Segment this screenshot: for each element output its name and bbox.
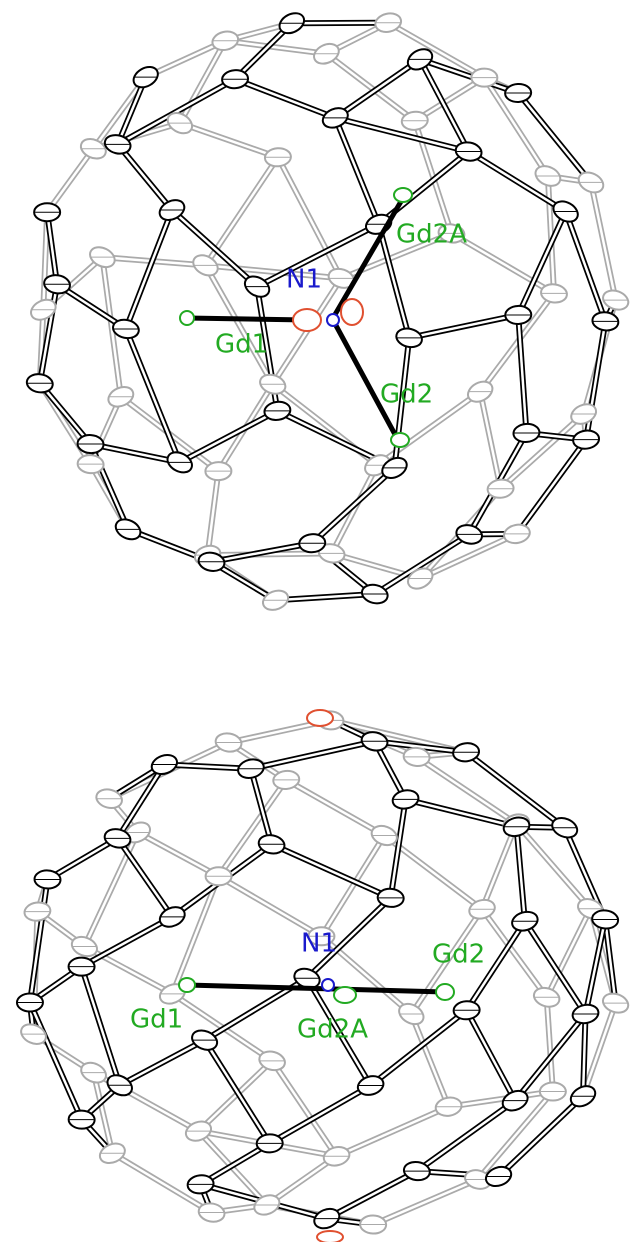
atom-gd <box>394 188 412 202</box>
fullerene-cage <box>17 711 631 1234</box>
atom-gd <box>179 978 195 992</box>
cage-bond <box>312 468 394 543</box>
atom-gd <box>436 984 454 1000</box>
atom-label: Gd2 <box>380 380 433 410</box>
atom-gd <box>391 433 409 447</box>
atom-oxygen <box>307 710 333 726</box>
cage-bond <box>337 1107 449 1157</box>
atom-label: Gd1 <box>215 330 268 360</box>
cage-bond <box>219 876 322 936</box>
atom-oxygen <box>341 299 363 325</box>
cage-bond <box>172 876 218 994</box>
atom-gd <box>180 311 194 325</box>
cage-bond <box>517 440 586 534</box>
cage-bond <box>449 1092 553 1107</box>
atom-nitrogen <box>322 979 334 991</box>
atom-label: Gd2A <box>396 220 467 250</box>
cage-bond <box>47 149 93 212</box>
fullerene-cage <box>26 9 631 613</box>
atom-label: Gd2 <box>432 940 485 970</box>
cage-bond <box>84 832 137 946</box>
cage-bond <box>120 1040 205 1085</box>
figure: N1 Gd1 Gd2 Gd2A N1 Gd1 Gd2A Gd2 <box>0 0 637 1242</box>
cage-bond <box>286 780 384 836</box>
atom-gd <box>334 987 356 1003</box>
cage-bond <box>591 182 616 300</box>
cage-bond <box>292 23 388 24</box>
bond <box>187 985 445 992</box>
atom-nitrogen <box>327 314 339 326</box>
cage-bond <box>251 741 375 768</box>
cage-bond <box>84 947 172 994</box>
cage-bond <box>335 118 378 224</box>
cage-bond <box>321 835 384 936</box>
cage-bond <box>480 392 500 489</box>
cage-bond <box>40 383 91 444</box>
cage-bond <box>332 465 378 553</box>
atom-label: N1 <box>286 265 322 295</box>
cage-bond <box>467 1010 516 1100</box>
atom-oxygen <box>293 309 321 331</box>
atom-label: N1 <box>301 929 337 959</box>
cage-bond <box>198 1061 272 1131</box>
panel-top: N1 Gd1 Gd2 Gd2A <box>180 188 467 447</box>
cage-bond <box>118 144 172 210</box>
cage-bond <box>208 471 219 555</box>
bond <box>187 318 307 320</box>
cage-bond <box>235 79 335 118</box>
atom-label: Gd1 <box>130 1005 183 1035</box>
cage-bond <box>409 315 518 338</box>
atom-oxygen <box>317 1231 343 1242</box>
cage-bond <box>180 123 278 157</box>
atom-label: Gd2A <box>297 1015 368 1045</box>
cage-bond <box>138 832 219 876</box>
cage-bond <box>126 210 172 329</box>
